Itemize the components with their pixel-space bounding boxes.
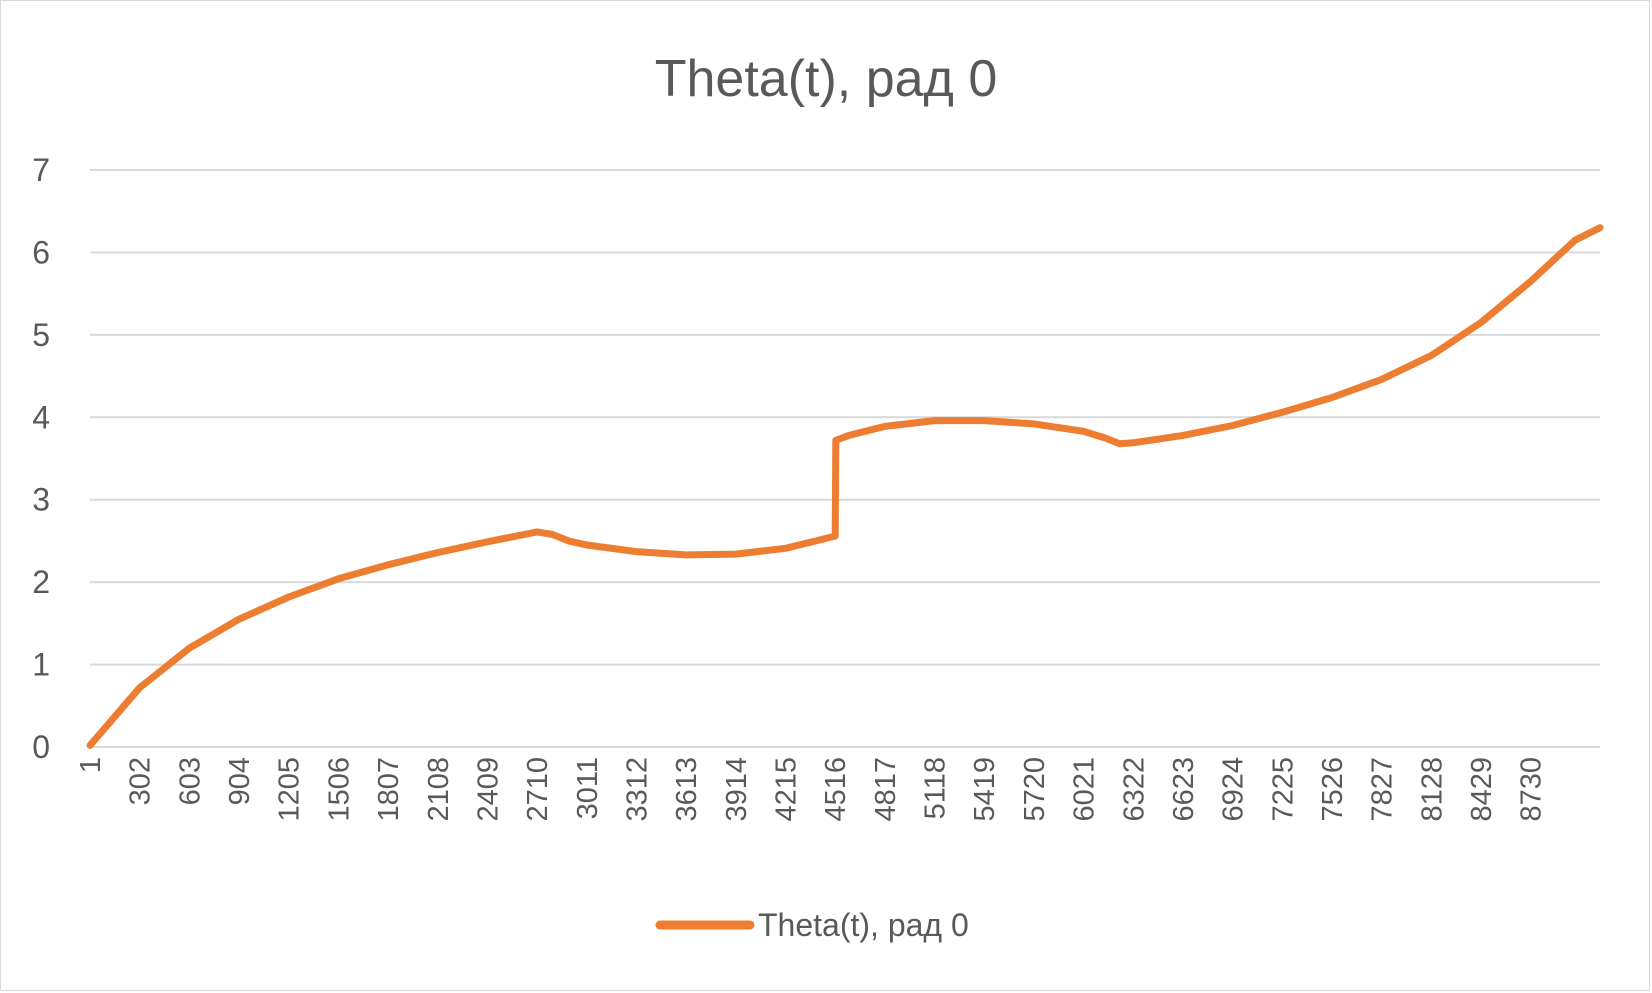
y-tick-label: 1 bbox=[32, 647, 50, 683]
x-tick-label: 3914 bbox=[721, 757, 753, 822]
x-axis-ticks: 1 302 603 904 1205 1506 1807 2108 2409 2710 3011 33… bbox=[75, 757, 1548, 822]
y-tick-label: 6 bbox=[32, 234, 50, 270]
legend: Theta(t), рад 0 bbox=[655, 907, 969, 943]
x-tick-label: 4516 bbox=[820, 757, 852, 822]
x-tick-label: 3613 bbox=[671, 757, 703, 822]
x-tick-label: 3011 bbox=[572, 757, 604, 819]
x-tick-label: 603 bbox=[174, 757, 206, 805]
gridlines bbox=[90, 169, 1600, 748]
y-tick-label: 0 bbox=[32, 729, 50, 765]
x-tick-label: 4817 bbox=[870, 757, 902, 822]
x-tick-label: 6623 bbox=[1168, 757, 1200, 822]
y-tick-label: 7 bbox=[32, 152, 50, 188]
x-tick-label: 2108 bbox=[423, 757, 455, 822]
x-tick-label: 7526 bbox=[1317, 757, 1349, 822]
y-tick-label: 5 bbox=[32, 317, 50, 353]
x-tick-label: 3312 bbox=[621, 757, 653, 822]
x-tick-label: 5118 bbox=[920, 757, 952, 819]
x-tick-label: 5720 bbox=[1019, 757, 1051, 822]
series-line-0 bbox=[86, 224, 1604, 749]
x-tick-label: 1 bbox=[75, 757, 107, 773]
x-tick-label: 4215 bbox=[771, 757, 803, 822]
y-tick-label: 3 bbox=[32, 482, 50, 518]
series-group bbox=[86, 224, 1604, 749]
y-tick-label: 2 bbox=[32, 564, 50, 600]
x-tick-label: 1205 bbox=[274, 757, 306, 822]
x-tick-label: 6322 bbox=[1118, 757, 1150, 822]
x-tick-label: 7827 bbox=[1367, 757, 1399, 822]
x-tick-label: 1506 bbox=[323, 757, 355, 822]
x-tick-label: 8429 bbox=[1466, 757, 1498, 822]
x-tick-label: 7225 bbox=[1267, 757, 1299, 822]
x-tick-label: 8730 bbox=[1516, 757, 1548, 822]
x-tick-label: 6021 bbox=[1069, 757, 1101, 822]
x-tick-label: 904 bbox=[224, 757, 256, 805]
x-tick-label: 8128 bbox=[1416, 757, 1448, 822]
x-tick-label: 6924 bbox=[1218, 757, 1250, 822]
x-tick-label: 2710 bbox=[522, 757, 554, 822]
x-tick-label: 302 bbox=[125, 757, 157, 805]
x-tick-label: 1807 bbox=[373, 757, 405, 822]
y-tick-label: 4 bbox=[32, 399, 50, 435]
x-tick-label: 5419 bbox=[969, 757, 1001, 822]
x-tick-label: 2409 bbox=[472, 757, 504, 822]
y-axis-ticks: 0 1 2 3 4 5 6 7 bbox=[32, 152, 50, 765]
chart-title: Theta(t), рад 0 bbox=[655, 50, 998, 108]
legend-label: Theta(t), рад 0 bbox=[758, 907, 969, 943]
